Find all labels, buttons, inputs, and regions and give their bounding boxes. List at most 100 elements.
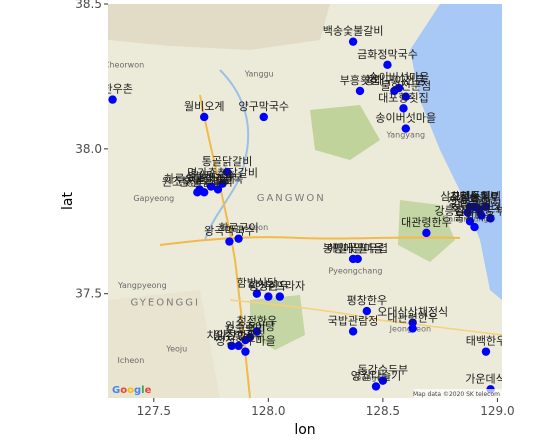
- x-tick-label: 128.5: [366, 404, 400, 418]
- point-label: 명가춘천닭갈비: [187, 166, 258, 180]
- place-label: Gapyeong: [133, 194, 174, 203]
- point-label: 태백한우: [466, 335, 506, 348]
- data-point: [477, 211, 486, 220]
- point-label: 초당할머니순두부: [450, 201, 531, 214]
- point-label: 초당순두부: [449, 190, 500, 203]
- google-logo: Google: [112, 385, 152, 396]
- point-label: 강릉짬뽕순두부: [435, 204, 506, 217]
- point-label: 사천물회: [450, 189, 490, 203]
- data-point: [234, 341, 243, 351]
- place-label: Yeongwol: [352, 374, 390, 383]
- y-tick-label: 37.5: [75, 287, 102, 301]
- point-label: 물회마을: [454, 210, 494, 223]
- y-tick-label: 38.0: [75, 142, 102, 156]
- place-label: Yeoju: [165, 345, 187, 354]
- point-label: 통골닭갈비: [202, 154, 253, 168]
- point-label: 봉평메밀마을: [323, 242, 384, 255]
- basemap-dmz-zone: [108, 4, 330, 50]
- data-point: [275, 292, 285, 301]
- data-point: [401, 124, 410, 133]
- point-label: 물회전문점: [380, 80, 431, 93]
- point-label: 청정한우: [237, 314, 277, 327]
- point-label: 양구막국수: [238, 100, 289, 113]
- point-label: 동강순두부: [358, 364, 409, 377]
- data-point: [401, 92, 410, 101]
- point-label: 청정한우마을: [215, 335, 276, 348]
- point-label: 샘밭막국수: [186, 170, 237, 183]
- data-point: [371, 382, 381, 391]
- point-label: 횡성한우: [248, 280, 288, 293]
- data-point: [213, 185, 223, 194]
- data-point: [264, 292, 273, 301]
- data-point: [465, 202, 475, 211]
- point-label: 월비오계: [184, 100, 224, 113]
- point-label: 오크밸리: [225, 323, 265, 336]
- data-point: [218, 179, 227, 188]
- data-point: [470, 222, 479, 232]
- point-label: 평창한우: [347, 294, 387, 307]
- point-label: 백송숯불갈비: [323, 24, 384, 38]
- point-label: 동화가든: [459, 193, 499, 206]
- data-point: [355, 86, 365, 96]
- point-label: 강문해변횟집: [451, 197, 512, 211]
- basemap-road: [229, 299, 502, 336]
- x-tick-label: 128.0: [251, 404, 285, 418]
- point-label: 원주추어탕: [225, 320, 276, 333]
- data-point: [481, 202, 491, 211]
- place-label: Yangyang: [385, 130, 425, 139]
- place-label: Pyeongchang: [328, 266, 382, 275]
- point-label: 대포항횟집: [378, 91, 429, 104]
- point-label: 치악산한우: [206, 329, 257, 342]
- point-label: 원조숯불닭갈비: [162, 174, 233, 188]
- place-label: Yangpyeong: [117, 281, 167, 290]
- data-point: [422, 228, 431, 238]
- point-label: 송이버섯마을: [375, 112, 436, 125]
- data-point: [378, 376, 388, 385]
- data-point: [206, 182, 216, 191]
- place-label: Hongcheon: [223, 223, 268, 232]
- data-point: [362, 306, 372, 316]
- point-label: 정원영콩: [447, 196, 487, 209]
- point-label: 금화정막국수: [357, 48, 418, 61]
- data-point: [108, 95, 117, 104]
- data-point: [408, 318, 417, 327]
- x-tick-label: 127.5: [137, 404, 171, 418]
- data-points: [108, 37, 495, 394]
- data-point: [252, 327, 262, 336]
- basemap-park-seorak: [310, 105, 380, 160]
- data-point: [353, 254, 362, 264]
- point-label: 삼교리동치미막국수: [440, 190, 531, 203]
- data-point: [348, 37, 358, 46]
- basemap-park-chiak: [250, 295, 305, 350]
- point-label: 황태구이전문: [364, 74, 425, 87]
- place-label: Icheon: [118, 356, 145, 365]
- point-label: 화로구이: [218, 222, 258, 235]
- point-label: 국밥관람정: [328, 314, 379, 327]
- point-label: 함밭식당: [237, 277, 277, 290]
- axes: 127.5 128.0 128.5 129.0 37.5 38.0 38.5 lon lat: [60, 0, 515, 438]
- data-point: [481, 347, 491, 356]
- map-credit: Map data ©2020 SK telecom: [413, 391, 500, 398]
- data-point: [394, 83, 404, 93]
- point-label: 하루숯불닭갈비: [164, 171, 235, 185]
- data-point: [225, 237, 234, 246]
- basemap-gyeonggi-plain: [108, 290, 220, 398]
- point-label: 송이버섯마을: [369, 71, 430, 84]
- data-point: [408, 324, 417, 333]
- data-point: [383, 60, 392, 70]
- data-point: [200, 188, 209, 197]
- place-label: Cheorwon: [104, 61, 144, 70]
- data-point: [227, 341, 236, 351]
- basemap-expressway-yeongdong: [159, 236, 461, 246]
- point-label: 원주막국수: [213, 329, 264, 342]
- data-point: [241, 335, 250, 345]
- point-label: 대관령한우: [387, 311, 438, 324]
- basemap-east-sea: [410, 4, 502, 300]
- data-point: [486, 214, 495, 223]
- point-label: 대관령한우: [401, 216, 452, 229]
- data-point: [399, 104, 408, 113]
- point-label: 가운데식당: [465, 372, 516, 385]
- attribution: Google Map data ©2020 SK telecom: [112, 385, 502, 398]
- credit-background: [414, 389, 502, 398]
